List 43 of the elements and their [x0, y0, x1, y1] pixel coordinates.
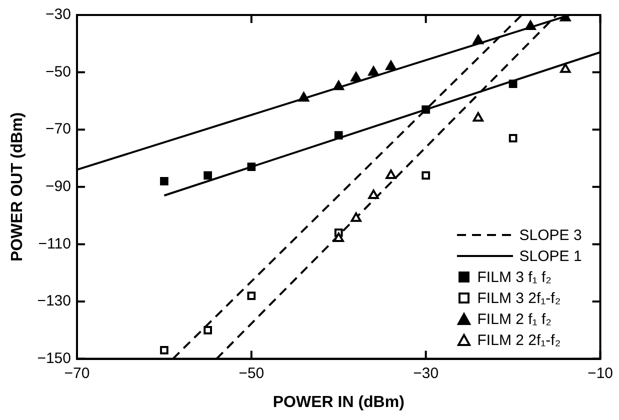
- point: [334, 131, 343, 140]
- legend-label: FILM 3 f₁ f₂: [477, 268, 552, 288]
- point: [525, 20, 536, 30]
- point: [160, 346, 168, 354]
- legend-label: SLOPE 3: [519, 226, 582, 246]
- legend-label: FILM 2 2f₁-f₂: [477, 330, 561, 351]
- legend-label: FILM 3 2f₁-f₂: [477, 288, 561, 309]
- y-tick-label: −130: [37, 292, 71, 310]
- y-tick-label: −110: [38, 235, 71, 252]
- point: [386, 169, 396, 179]
- x-tick-label: −70: [64, 364, 90, 382]
- y-axis-title: POWER OUT (dBm): [9, 112, 26, 262]
- point: [350, 212, 362, 222]
- point: [204, 326, 212, 334]
- point: [350, 72, 362, 82]
- y-tick-label: −90: [46, 178, 71, 196]
- x-tick-label: −50: [238, 364, 264, 382]
- point: [247, 292, 256, 300]
- y-tick-label: −150: [37, 350, 71, 367]
- point: [508, 134, 518, 142]
- y-tick-label: −30: [46, 6, 71, 24]
- point: [508, 80, 518, 88]
- x-tick-label: −30: [413, 364, 439, 382]
- x-axis-title: POWER IN (dBm): [272, 394, 404, 411]
- legend-label: FILM 2 f₁ f₂: [477, 310, 552, 330]
- point: [472, 112, 484, 122]
- legend-label: SLOPE 1: [519, 246, 582, 267]
- point: [333, 232, 344, 242]
- y-tick-label: −70: [46, 120, 71, 138]
- point: [333, 80, 344, 90]
- point: [560, 63, 571, 73]
- point: [368, 66, 379, 76]
- point: [160, 176, 168, 186]
- point: [472, 34, 484, 44]
- point: [204, 171, 212, 180]
- point: [422, 105, 430, 114]
- point: [386, 60, 396, 70]
- point: [368, 189, 379, 199]
- point: [298, 92, 310, 102]
- point: [422, 171, 430, 180]
- x-tick-label: −10: [588, 364, 614, 382]
- point: [247, 162, 256, 172]
- y-tick-label: −50: [46, 63, 71, 80]
